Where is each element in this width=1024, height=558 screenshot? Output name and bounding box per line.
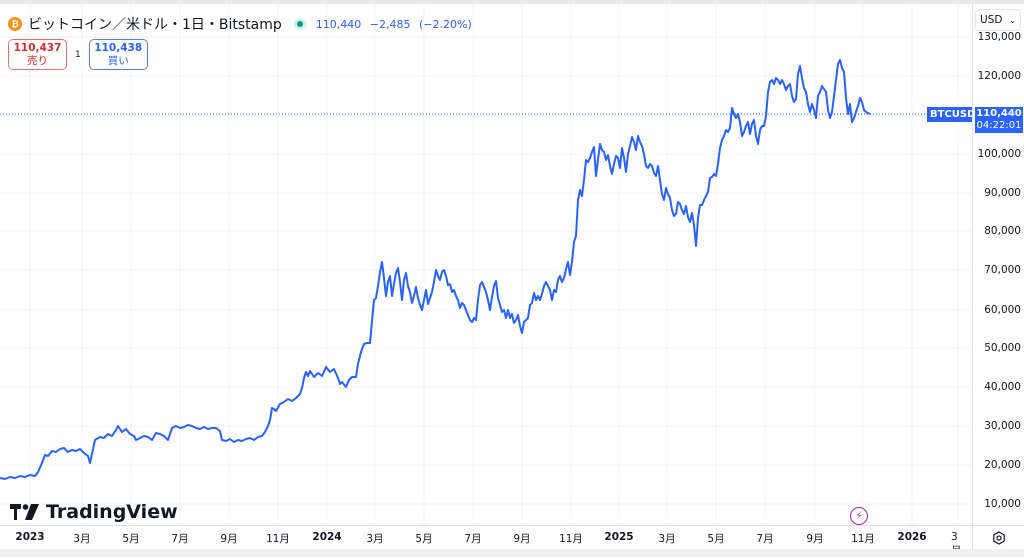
bar-countdown: 04:22:01 (976, 120, 1022, 131)
y-tick: 20,000 (984, 459, 1021, 471)
last-price-tag: 110,440 04:22:01 (975, 107, 1023, 133)
y-tick: 40,000 (984, 381, 1021, 393)
time-axis[interactable]: 2023 3月 5月 7月 9月 11月 2024 3月 5月 7月 9月 11… (0, 525, 972, 557)
y-tick: 130,000 (977, 31, 1021, 43)
top-border (0, 0, 1024, 4)
price-line (0, 59, 871, 480)
sell-label: 売り (27, 54, 48, 67)
symbol-price-tag: BTCUSD (927, 107, 979, 122)
price-change: −2,485 (369, 17, 411, 31)
x-tick: 7月 (464, 533, 482, 545)
buy-label: 買い (107, 54, 129, 67)
y-tick: 120,000 (977, 70, 1021, 82)
symbol-title: ビットコイン／米ドル・1日・Bitstamp (28, 17, 282, 33)
last-price: 110,440 (315, 17, 362, 31)
lightning-event-icon[interactable]: ⚡ (850, 507, 868, 525)
settings-icon (993, 531, 1005, 545)
spread-value: 1 (75, 49, 81, 60)
y-tick: 60,000 (984, 304, 1021, 316)
price-axis[interactable]: 130,000 120,000 100,000 90,000 80,000 70… (972, 4, 1024, 525)
market-open-dot-icon (293, 18, 306, 30)
x-tick: 2024 (312, 531, 342, 543)
x-tick: 7月 (756, 533, 774, 545)
y-tick: 30,000 (984, 420, 1021, 432)
brand-name: TradingView (46, 501, 178, 523)
trade-buttons: 110,437 売り 1 110,438 買い (8, 39, 148, 70)
x-tick: 5月 (707, 533, 725, 545)
quote-values: 110,440 −2,485 (−2.20%) (316, 18, 477, 31)
x-tick: 2023 (15, 531, 45, 543)
bitcoin-icon: ₿ (8, 17, 22, 31)
sell-button[interactable]: 110,437 売り (8, 39, 67, 70)
x-tick: 11月 (559, 533, 583, 545)
y-tick: 90,000 (984, 187, 1021, 199)
x-tick: 3月 (73, 533, 91, 545)
chart-pane[interactable]: ₿ ビットコイン／米ドル・1日・Bitstamp 110,440 −2,485 … (0, 4, 972, 525)
x-tick: 5月 (122, 533, 140, 545)
x-tick: 9月 (513, 533, 531, 545)
tradingview-logo[interactable]: TradingView (10, 501, 178, 523)
tradingview-logo-icon (10, 504, 39, 520)
currency-select[interactable]: USD ⌄ (975, 9, 1021, 31)
x-tick: 2026 (897, 531, 927, 543)
price-change-percent: (−2.20%) (419, 17, 472, 31)
chart-settings-button[interactable] (972, 525, 1024, 550)
x-tick: 5月 (415, 533, 433, 545)
currency-label: USD (980, 14, 1003, 26)
x-tick: 11月 (851, 533, 875, 545)
chevron-down-icon: ⌄ (1009, 15, 1016, 25)
symbol-legend[interactable]: ₿ ビットコイン／米ドル・1日・Bitstamp 110,440 −2,485 … (8, 14, 477, 34)
x-tick: 2025 (604, 531, 634, 543)
buy-button[interactable]: 110,438 買い (88, 39, 148, 70)
y-tick: 80,000 (984, 225, 1021, 237)
y-tick: 70,000 (984, 264, 1021, 276)
x-tick: 3月 (658, 533, 676, 545)
price-chart (0, 4, 972, 525)
last-price-value: 110,440 (976, 108, 1022, 119)
x-tick: 7月 (171, 533, 189, 545)
sell-price: 110,437 (13, 41, 62, 54)
y-tick: 50,000 (984, 342, 1021, 354)
bottom-border (0, 549, 1024, 557)
y-tick: 10,000 (984, 498, 1021, 510)
x-tick: 9月 (806, 533, 824, 545)
x-tick: 11月 (266, 533, 290, 545)
x-tick: 3月 (366, 533, 384, 545)
grid (0, 4, 972, 525)
y-tick: 100,000 (977, 148, 1021, 160)
x-tick: 9月 (220, 533, 238, 545)
buy-price: 110,438 (94, 41, 143, 54)
